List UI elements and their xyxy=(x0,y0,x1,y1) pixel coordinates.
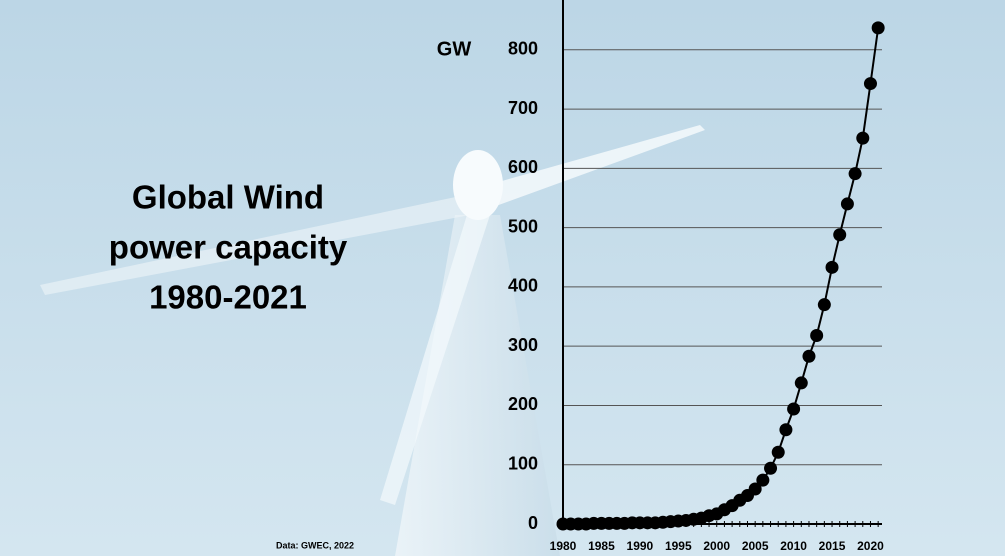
data-point xyxy=(802,349,816,363)
y-tick-label: 100 xyxy=(508,453,538,473)
data-point xyxy=(810,329,824,343)
y-tick-label: 600 xyxy=(508,157,538,177)
data-point xyxy=(787,402,801,416)
data-point xyxy=(817,298,831,312)
data-point xyxy=(748,482,762,496)
data-point xyxy=(856,131,870,145)
x-tick-label: 2010 xyxy=(780,539,807,553)
y-tick-label: 700 xyxy=(508,98,538,118)
x-tick-label: 1985 xyxy=(588,539,615,553)
x-tick-label: 2015 xyxy=(819,539,846,553)
data-point xyxy=(756,473,770,487)
y-tick-label: 0 xyxy=(528,513,538,533)
y-tick-label: 300 xyxy=(508,335,538,355)
y-tick-label: 200 xyxy=(508,394,538,414)
data-point xyxy=(825,260,839,274)
data-point xyxy=(764,461,778,475)
turbine-blade xyxy=(380,205,490,505)
data-point xyxy=(863,77,877,91)
data-point xyxy=(848,167,862,181)
y-tick-label: 500 xyxy=(508,216,538,236)
data-point xyxy=(833,228,847,242)
x-tick-label: 2000 xyxy=(703,539,730,553)
y-tick-label: 800 xyxy=(508,39,538,59)
data-point xyxy=(779,423,793,437)
title-line: power capacity xyxy=(109,229,348,266)
y-tick-label: 400 xyxy=(508,276,538,296)
x-tick-label: 1990 xyxy=(627,539,654,553)
data-point xyxy=(771,445,785,459)
title-line: 1980-2021 xyxy=(149,279,307,316)
x-tick-label: 1995 xyxy=(665,539,692,553)
source-note: Data: GWEC, 2022 xyxy=(276,540,354,550)
turbine-tower xyxy=(395,215,560,556)
x-tick-label: 1980 xyxy=(550,539,577,553)
data-point xyxy=(871,21,885,35)
turbine-blade xyxy=(470,125,705,210)
x-tick-label: 2005 xyxy=(742,539,769,553)
x-tick-label: 2020 xyxy=(857,539,884,553)
data-point xyxy=(794,376,808,390)
y-axis-label: GW xyxy=(437,38,472,60)
data-point xyxy=(840,197,854,211)
title-line: Global Wind xyxy=(132,179,324,216)
turbine-blade xyxy=(40,195,470,295)
turbine-hub xyxy=(453,150,503,220)
